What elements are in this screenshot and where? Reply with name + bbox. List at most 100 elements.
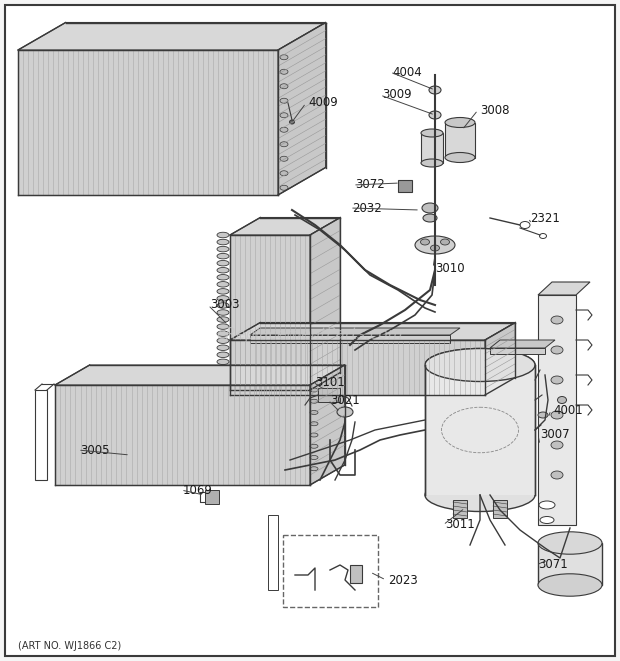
Ellipse shape: [217, 373, 229, 379]
Ellipse shape: [538, 574, 602, 596]
Bar: [538, 543, 602, 585]
Ellipse shape: [429, 86, 441, 94]
Ellipse shape: [280, 128, 288, 132]
Ellipse shape: [217, 324, 229, 329]
Ellipse shape: [217, 268, 229, 273]
Ellipse shape: [280, 55, 288, 59]
Text: 4001: 4001: [553, 403, 583, 416]
Polygon shape: [485, 323, 515, 395]
Ellipse shape: [421, 159, 443, 167]
Polygon shape: [250, 328, 460, 335]
Bar: [425, 365, 535, 495]
Text: 3009: 3009: [382, 89, 412, 102]
Ellipse shape: [280, 98, 288, 103]
Ellipse shape: [551, 376, 563, 384]
Ellipse shape: [280, 141, 288, 147]
Ellipse shape: [217, 303, 229, 308]
Ellipse shape: [217, 352, 229, 358]
Bar: [318, 388, 340, 402]
Text: 2032: 2032: [352, 202, 382, 215]
Polygon shape: [55, 385, 310, 485]
Ellipse shape: [217, 338, 229, 344]
Ellipse shape: [420, 239, 430, 245]
Text: (ART NO. WJ1866 C2): (ART NO. WJ1866 C2): [18, 641, 122, 651]
Ellipse shape: [217, 366, 229, 371]
Ellipse shape: [538, 412, 548, 418]
Text: 3010: 3010: [435, 262, 464, 274]
Ellipse shape: [337, 407, 353, 417]
Polygon shape: [230, 217, 340, 235]
Ellipse shape: [217, 345, 229, 350]
Polygon shape: [538, 282, 590, 295]
Polygon shape: [310, 365, 345, 485]
Ellipse shape: [217, 295, 229, 301]
Text: 3072: 3072: [355, 178, 385, 192]
Ellipse shape: [280, 113, 288, 118]
Polygon shape: [230, 323, 515, 340]
Text: eReplacementParts.com: eReplacementParts.com: [216, 327, 404, 342]
Ellipse shape: [422, 203, 438, 213]
Ellipse shape: [540, 516, 554, 524]
Bar: [35, 390, 47, 480]
Text: 2321: 2321: [530, 212, 560, 225]
Ellipse shape: [217, 380, 229, 386]
Ellipse shape: [280, 84, 288, 89]
Ellipse shape: [425, 348, 535, 381]
Bar: [538, 295, 576, 525]
Bar: [268, 515, 278, 590]
Ellipse shape: [429, 111, 441, 119]
Ellipse shape: [280, 171, 288, 176]
Text: 3101: 3101: [315, 375, 345, 389]
Text: 3003: 3003: [210, 299, 239, 311]
Ellipse shape: [430, 245, 440, 251]
Text: 3008: 3008: [480, 104, 510, 116]
Ellipse shape: [551, 471, 563, 479]
Bar: [421, 133, 443, 163]
Ellipse shape: [538, 532, 602, 554]
Bar: [453, 500, 467, 518]
Polygon shape: [230, 340, 485, 395]
Ellipse shape: [551, 441, 563, 449]
Polygon shape: [278, 22, 326, 195]
Text: 3021: 3021: [330, 393, 360, 407]
Ellipse shape: [310, 388, 318, 392]
Ellipse shape: [217, 260, 229, 266]
Ellipse shape: [421, 129, 443, 137]
Text: 2023: 2023: [388, 574, 418, 586]
Polygon shape: [18, 22, 326, 50]
Ellipse shape: [557, 397, 567, 403]
Text: 3007: 3007: [540, 428, 570, 442]
Ellipse shape: [217, 274, 229, 280]
Ellipse shape: [310, 467, 318, 471]
Ellipse shape: [539, 501, 555, 509]
Bar: [445, 122, 475, 157]
Ellipse shape: [217, 232, 229, 238]
Ellipse shape: [217, 310, 229, 315]
Ellipse shape: [445, 118, 475, 128]
Ellipse shape: [217, 253, 229, 259]
Text: 3005: 3005: [80, 444, 110, 457]
Ellipse shape: [310, 455, 318, 459]
Ellipse shape: [310, 399, 318, 403]
Bar: [250, 335, 450, 343]
Ellipse shape: [415, 236, 455, 254]
Ellipse shape: [425, 479, 535, 512]
Ellipse shape: [217, 239, 229, 245]
Text: 1069: 1069: [183, 483, 213, 496]
Bar: [493, 500, 507, 518]
Ellipse shape: [310, 433, 318, 437]
Bar: [350, 565, 362, 583]
Polygon shape: [55, 365, 345, 385]
Ellipse shape: [280, 69, 288, 74]
Ellipse shape: [310, 422, 318, 426]
Bar: [283, 535, 378, 607]
Ellipse shape: [217, 317, 229, 323]
Text: 3011: 3011: [445, 518, 475, 531]
Ellipse shape: [310, 410, 318, 414]
Ellipse shape: [425, 348, 535, 381]
Ellipse shape: [280, 185, 288, 190]
Text: 4009: 4009: [308, 97, 338, 110]
Ellipse shape: [217, 289, 229, 294]
Ellipse shape: [217, 282, 229, 287]
Ellipse shape: [217, 331, 229, 336]
